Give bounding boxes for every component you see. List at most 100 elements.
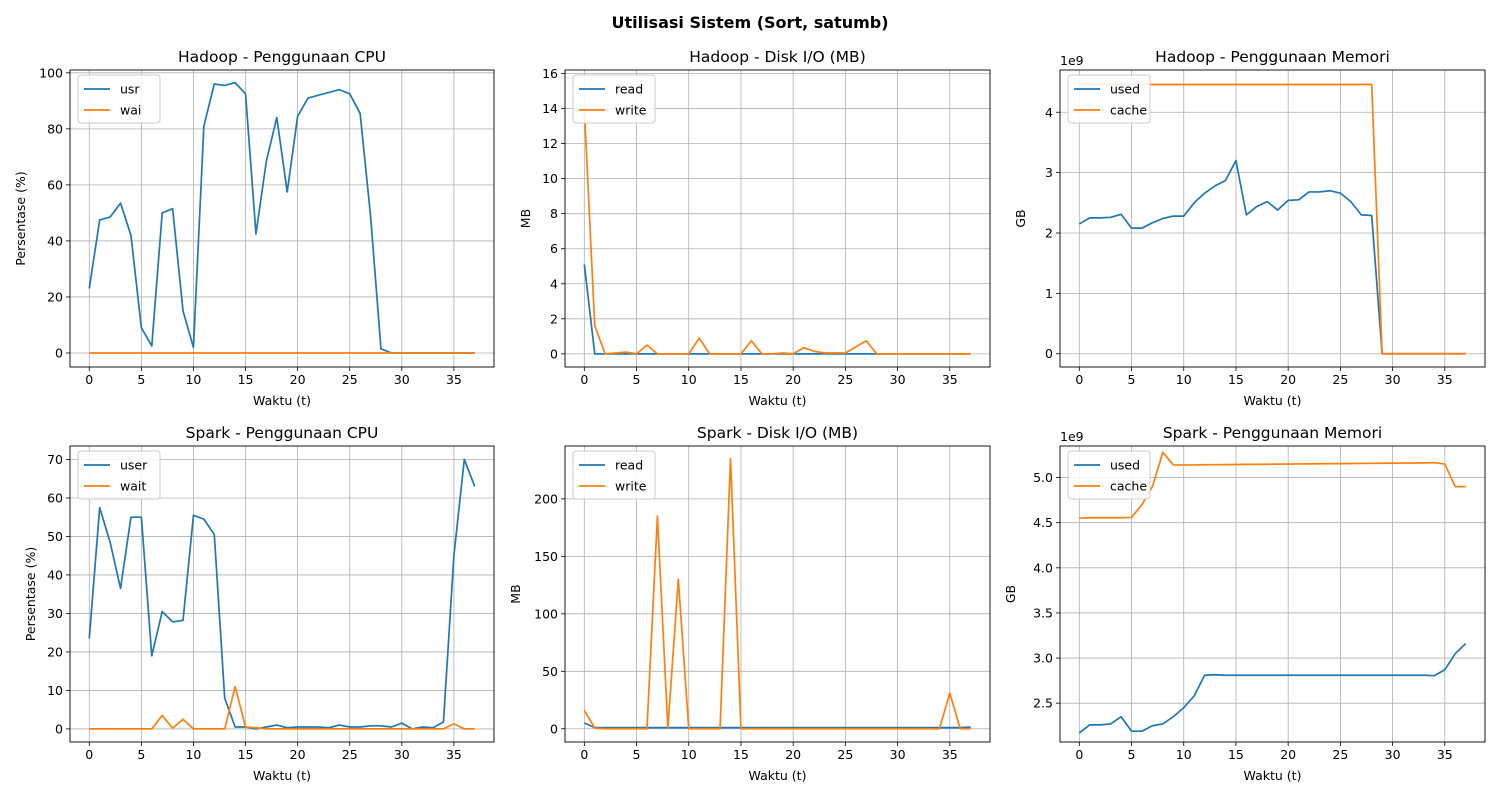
chart-2-x-tick-label: 20 <box>785 372 801 387</box>
chart-2-title: Hadoop - Disk I/O (MB) <box>689 48 866 66</box>
chart-2-x-tick-label: 5 <box>633 372 641 387</box>
chart-1-y-tick-label: 60 <box>47 177 63 192</box>
chart-1-legend <box>77 74 161 124</box>
chart-2-y-tick-label: 0 <box>550 346 558 361</box>
chart-6-x-tick-label: 25 <box>1332 747 1348 762</box>
chart-1-y-tick-label: 0 <box>55 345 63 360</box>
chart-2-x-tick-label: 30 <box>890 372 906 387</box>
chart-1-x-axis-label: Waktu (t) <box>253 393 311 408</box>
chart-3-y-tick-label: 2 <box>1045 225 1053 240</box>
chart-4-y-tick-label: 40 <box>47 567 63 582</box>
chart-5-title: Spark - Disk I/O (MB) <box>697 424 858 442</box>
chart-2-y-axis-label: MB <box>518 209 533 228</box>
chart-4-legend-label-wait: wait <box>120 479 146 494</box>
chart-3-title: Hadoop - Penggunaan Memori <box>1155 48 1390 66</box>
chart-1-x-tick-label: 20 <box>290 372 306 387</box>
chart-5-plot-frame <box>564 445 991 743</box>
chart-1-x-tick-label: 5 <box>137 372 145 387</box>
chart-3-series-used-line <box>1078 159 1466 355</box>
chart-5-y-tick-label: 50 <box>542 664 558 679</box>
chart-3-x-tick-label: 5 <box>1128 372 1136 387</box>
chart-5-y-tick-label: 0 <box>550 721 558 736</box>
chart-6-y-tick-label: 3.0 <box>1033 651 1053 666</box>
chart-4-x-tick-label: 35 <box>446 747 462 762</box>
chart-3-y-tick-label: 3 <box>1045 165 1053 180</box>
chart-6-series-cache-line <box>1079 451 1466 520</box>
chart-4-y-tick-label: 20 <box>47 644 63 659</box>
chart-5-x-axis-label: Waktu (t) <box>749 768 807 783</box>
chart-4-y-tick-label: 60 <box>47 490 63 505</box>
chart-1-y-axis-label: Persentase (%) <box>13 171 28 265</box>
chart-4-x-axis-label: Waktu (t) <box>253 768 311 783</box>
chart-6-title: Spark - Penggunaan Memori <box>1163 424 1382 442</box>
chart-6-legend-label-cache: cache <box>1110 479 1147 494</box>
chart-1-legend-label-wai: wai <box>120 103 141 118</box>
chart-3-y-axis-label: GB <box>1013 209 1028 227</box>
chart-6-y-tick-label: 4.5 <box>1033 515 1053 530</box>
chart-5-y-tick-label: 150 <box>534 549 558 564</box>
chart-2-x-tick-label: 25 <box>837 372 853 387</box>
chart-5-x-tick-label: 15 <box>733 747 749 762</box>
chart-1-x-tick-label: 25 <box>342 372 358 387</box>
chart-2-x-tick-label: 10 <box>681 372 697 387</box>
chart-3-x-tick-label: 15 <box>1228 372 1244 387</box>
chart-3-y-tick-label: 0 <box>1045 346 1053 361</box>
chart-6-x-tick-label: 20 <box>1280 747 1296 762</box>
chart-5-x-tick-label: 30 <box>890 747 906 762</box>
chart-5-x-tick-label: 35 <box>942 747 958 762</box>
chart-6-y-tick-label: 2.5 <box>1033 696 1053 711</box>
chart-4-y-tick-label: 30 <box>47 606 63 621</box>
chart-5-x-tick-label: 0 <box>580 747 588 762</box>
chart-1-x-tick-label: 0 <box>85 372 93 387</box>
chart-5-x-tick-label: 20 <box>785 747 801 762</box>
chart-1-legend-label-usr: usr <box>120 82 140 97</box>
chart-5-y-axis-label: MB <box>508 584 523 603</box>
chart-2-legend-label-read: read <box>615 82 643 97</box>
chart-1-x-tick-label: 15 <box>238 372 254 387</box>
chart-2-y-tick-label: 12 <box>542 136 558 151</box>
chart-3-series-cache-line <box>1079 83 1466 355</box>
chart-5-legend-label-write: write <box>615 479 647 494</box>
chart-3-legend-label-used: used <box>1110 82 1140 97</box>
chart-4-x-tick-label: 20 <box>290 747 306 762</box>
chart-6-series-used-line <box>1078 643 1467 734</box>
chart-5-y-tick-label: 100 <box>534 606 558 621</box>
chart-5-series-write-line <box>583 457 971 730</box>
chart-3-y-scale-label: 1e9 <box>1060 53 1084 68</box>
chart-1-x-tick-label: 35 <box>446 372 462 387</box>
chart-1-title: Hadoop - Penggunaan CPU <box>178 48 386 66</box>
chart-4-y-tick-label: 50 <box>47 529 63 544</box>
chart-6-legend-label-used: used <box>1110 458 1140 473</box>
chart-6-plot-frame <box>1059 445 1486 743</box>
chart-6-x-axis-label: Waktu (t) <box>1244 768 1302 783</box>
chart-2-x-tick-label: 0 <box>580 372 588 387</box>
chart-2-y-tick-label: 16 <box>542 66 558 81</box>
chart-3-x-tick-label: 30 <box>1385 372 1401 387</box>
chart-6-x-tick-label: 5 <box>1128 747 1136 762</box>
chart-6-x-tick-label: 10 <box>1176 747 1192 762</box>
chart-6-y-tick-label: 5.0 <box>1033 470 1053 485</box>
chart-2-y-tick-label: 2 <box>550 311 558 326</box>
chart-2-y-tick-label: 10 <box>542 171 558 186</box>
chart-2-series-read-line <box>583 264 971 355</box>
chart-4-y-tick-label: 0 <box>55 721 63 736</box>
chart-1-y-tick-label: 100 <box>39 65 63 80</box>
chart-3-plot-frame <box>1059 69 1486 368</box>
chart-5-x-tick-label: 10 <box>681 747 697 762</box>
chart-2-y-tick-label: 8 <box>550 206 558 221</box>
chart-6-x-tick-label: 0 <box>1075 747 1083 762</box>
figure-suptitle: Utilisasi Sistem (Sort, satumb) <box>611 13 889 32</box>
chart-3-x-tick-label: 10 <box>1176 372 1192 387</box>
chart-3-y-tick-label: 4 <box>1045 105 1053 120</box>
chart-1-plot-frame <box>69 69 495 368</box>
chart-2-series-write-line <box>583 108 971 355</box>
chart-5-legend <box>572 450 656 500</box>
chart-2-plot-frame <box>564 69 991 368</box>
chart-2-y-tick-label: 4 <box>550 276 558 291</box>
chart-6-y-axis-label: GB <box>1003 585 1018 603</box>
chart-1-x-tick-label: 30 <box>394 372 410 387</box>
chart-4-legend <box>77 450 161 500</box>
chart-5-x-tick-label: 5 <box>633 747 641 762</box>
chart-5-series-read-line <box>583 722 971 729</box>
chart-3-legend <box>1067 74 1151 124</box>
